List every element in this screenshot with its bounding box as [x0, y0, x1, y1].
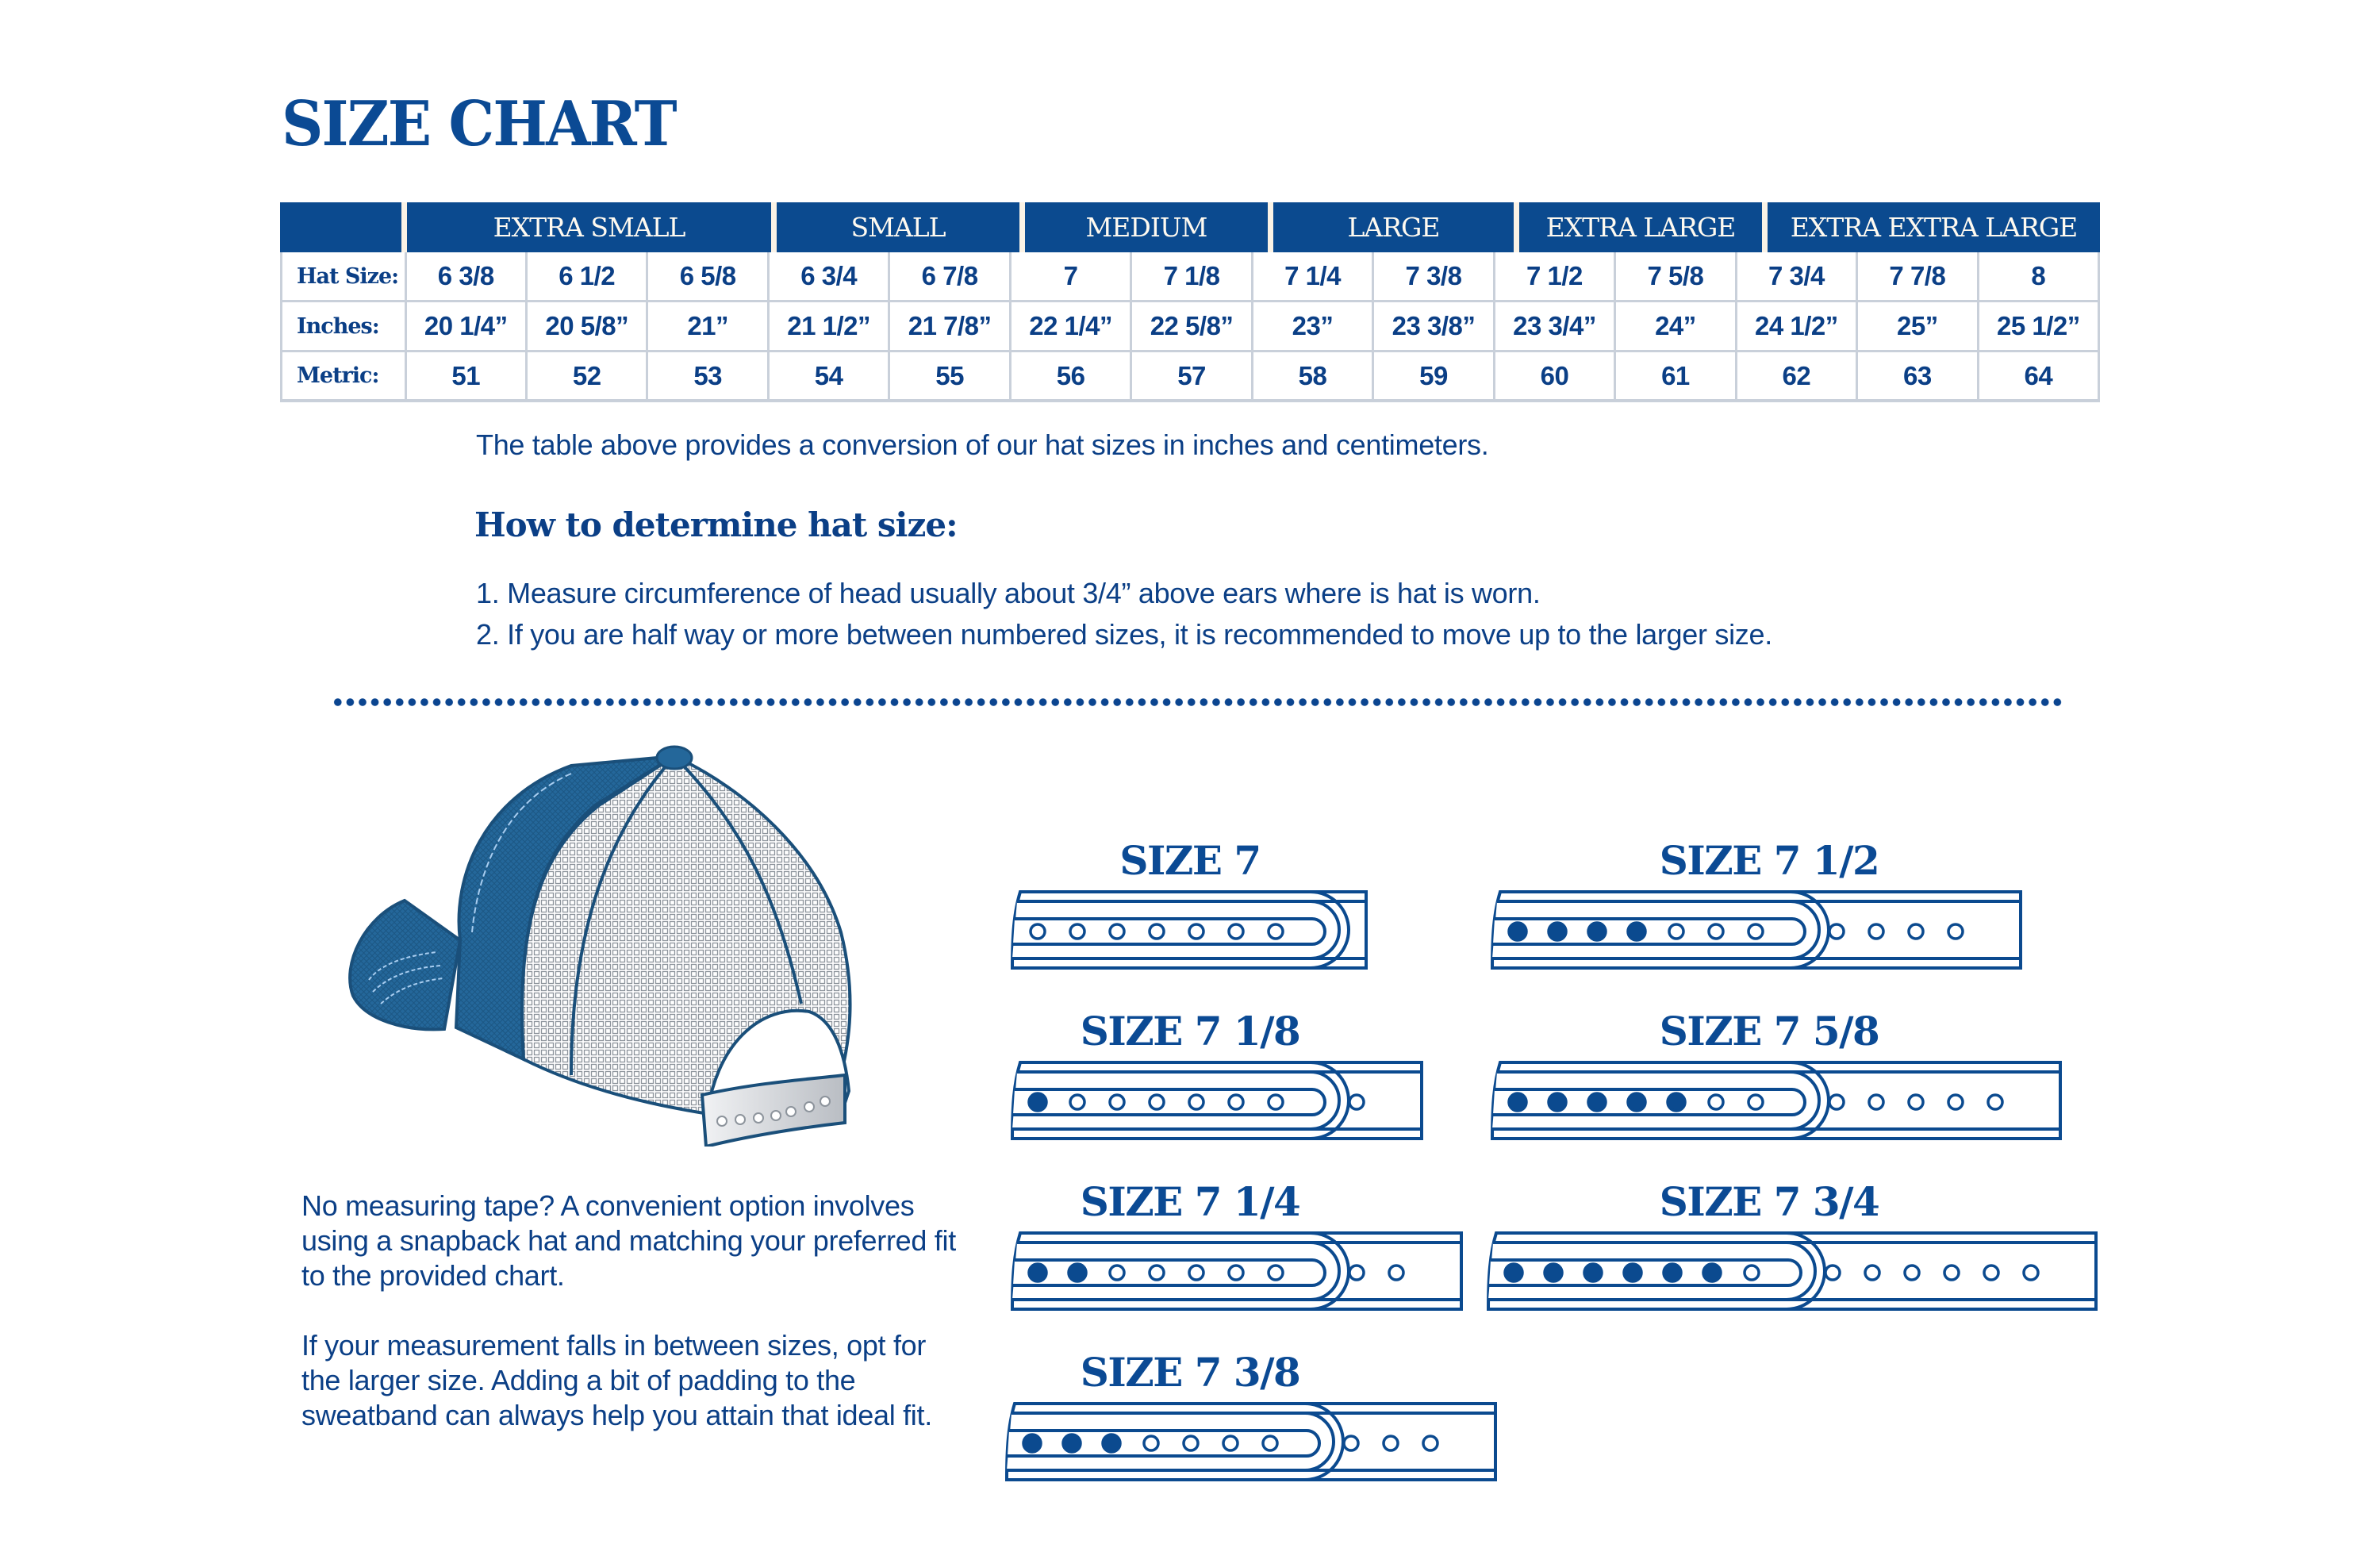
- table-cell: 57: [1132, 352, 1253, 402]
- page-title: SIZE CHART: [282, 88, 678, 160]
- header-corner-cell: [280, 202, 407, 252]
- strap-size-label: SIZE 7: [1119, 837, 1261, 884]
- strap-icon: [1004, 1402, 1497, 1481]
- tip-in-between-sizes: If your measurement falls in between siz…: [301, 1329, 932, 1431]
- header-extra-large: EXTRA LARGE: [1519, 202, 1768, 252]
- howto-step-2: 2. If you are half way or more between n…: [476, 618, 1772, 651]
- table-cell: 7 3/4: [1737, 252, 1859, 302]
- table-cell: 24”: [1616, 302, 1737, 352]
- strap-size-label: SIZE 7 3/4: [1659, 1178, 1880, 1225]
- strap-size-label: SIZE 7 1/8: [1080, 1008, 1301, 1054]
- table-cell: 25”: [1858, 302, 1979, 352]
- table-cell: 25 1/2”: [1979, 302, 2101, 352]
- strap-icon: [1010, 890, 1368, 970]
- strap-icon: [1010, 1061, 1423, 1140]
- strap-size-label: SIZE 7 1/2: [1659, 837, 1880, 884]
- dotted-divider: [332, 697, 2066, 707]
- strap-icon: [1490, 1061, 2062, 1140]
- table-cell: 7 1/2: [1495, 252, 1617, 302]
- table-cell: 21 1/2”: [769, 302, 891, 352]
- table-cell: 7 3/8: [1374, 252, 1495, 302]
- header-extra-small: EXTRA SMALL: [407, 202, 777, 252]
- table-cell: 7 1/4: [1253, 252, 1375, 302]
- table-cell: 6 3/4: [769, 252, 891, 302]
- table-cell: 24 1/2”: [1737, 302, 1859, 352]
- table-header-row: EXTRA SMALL SMALL MEDIUM LARGE EXTRA LAR…: [280, 202, 2100, 252]
- table-cell: 60: [1495, 352, 1617, 402]
- table-cell: 20 5/8”: [527, 302, 649, 352]
- table-cell: 61: [1616, 352, 1737, 402]
- table-cell: 20 1/4”: [406, 302, 528, 352]
- table-cell: 23 3/8”: [1374, 302, 1495, 352]
- table-cell: 55: [890, 352, 1012, 402]
- strap-size-label: SIZE 7 5/8: [1659, 1008, 1880, 1054]
- table-cell: 52: [527, 352, 649, 402]
- strap-icon: [1486, 1231, 2098, 1311]
- snapback-trucker-hat-icon: [348, 745, 852, 1147]
- table-cell: 6 1/2: [527, 252, 649, 302]
- table-cell: 7 5/8: [1616, 252, 1737, 302]
- table-cell: 53: [648, 352, 770, 402]
- table-row: Metric: 51 52 53 54 55 56 57 58 59 60 61 62 63 64: [280, 352, 2101, 402]
- table-body: Hat Size: 6 3/8 6 1/2 6 5/8 6 3/4 6 7/8 7 7 1/8…: [280, 252, 2101, 402]
- row-label: Hat Size:: [280, 252, 407, 302]
- howto-steps: 1. Measure circumference of head usually…: [476, 573, 1772, 655]
- table-cell: 64: [1979, 352, 2101, 402]
- strap-size-label: SIZE 7 1/4: [1080, 1178, 1301, 1225]
- table-cell: 63: [1858, 352, 1979, 402]
- tips-text: No measuring tape? A convenient option i…: [301, 1189, 968, 1468]
- table-cell: 21”: [648, 302, 770, 352]
- table-cell: 6 7/8: [890, 252, 1012, 302]
- table-cell: 21 7/8”: [890, 302, 1012, 352]
- strap-size-label: SIZE 7 3/8: [1080, 1349, 1301, 1396]
- table-cell: 62: [1737, 352, 1859, 402]
- header-small: SMALL: [777, 202, 1025, 252]
- table-cell: 51: [406, 352, 528, 402]
- header-medium: MEDIUM: [1025, 202, 1273, 252]
- header-large: LARGE: [1273, 202, 1519, 252]
- table-cell: 22 5/8”: [1132, 302, 1253, 352]
- howto-step-1: 1. Measure circumference of head usually…: [476, 577, 1541, 609]
- table-row: Inches: 20 1/4” 20 5/8” 21” 21 1/2” 21 7/8” 22…: [280, 302, 2101, 352]
- table-cell: 23”: [1253, 302, 1375, 352]
- row-label: Inches:: [280, 302, 407, 352]
- table-cell: 56: [1011, 352, 1133, 402]
- table-row: Hat Size: 6 3/8 6 1/2 6 5/8 6 3/4 6 7/8 7 7 1/8…: [280, 252, 2101, 302]
- table-cell: 22 1/4”: [1011, 302, 1133, 352]
- table-cell: 6 5/8: [648, 252, 770, 302]
- tip-no-measuring-tape: No measuring tape? A convenient option i…: [301, 1189, 956, 1292]
- table-cell: 59: [1374, 352, 1495, 402]
- table-cell: 54: [769, 352, 891, 402]
- howto-heading: How to determine hat size:: [474, 505, 958, 544]
- table-cell: 23 3/4”: [1495, 302, 1617, 352]
- table-cell: 7 7/8: [1858, 252, 1979, 302]
- table-cell: 7 1/8: [1132, 252, 1253, 302]
- strap-icon: [1010, 1231, 1463, 1311]
- strap-icon: [1490, 890, 2022, 970]
- table-cell: 8: [1979, 252, 2101, 302]
- table-cell: 7: [1011, 252, 1133, 302]
- row-label: Metric:: [280, 352, 407, 402]
- size-conversion-table: EXTRA SMALL SMALL MEDIUM LARGE EXTRA LAR…: [280, 202, 2101, 402]
- header-extra-extra-large: EXTRA EXTRA LARGE: [1768, 202, 2100, 252]
- table-note: The table above provides a conversion of…: [476, 428, 1489, 461]
- table-cell: 6 3/8: [406, 252, 528, 302]
- table-cell: 58: [1253, 352, 1375, 402]
